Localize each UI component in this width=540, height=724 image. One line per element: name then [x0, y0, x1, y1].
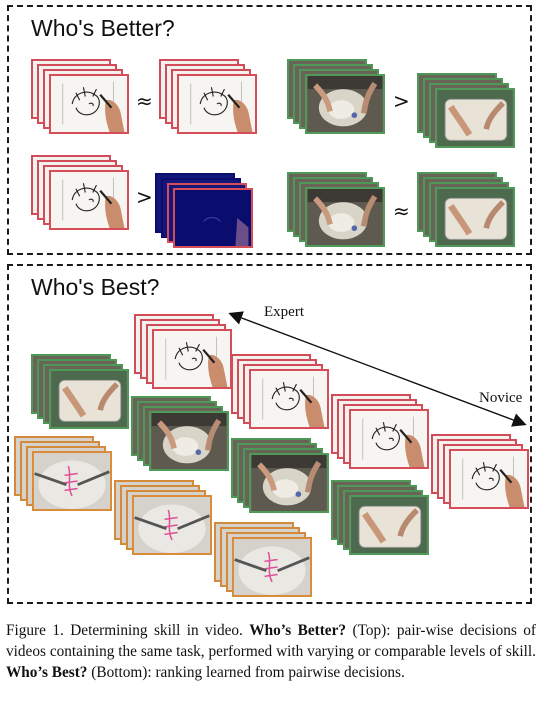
- whos-best-title: Who's Best?: [31, 274, 160, 300]
- whos-best-panel: Who's Best? Expert Novice: [7, 264, 532, 604]
- whos-better-title: Who's Better?: [31, 15, 175, 41]
- approx-equal-symbol: ≈: [393, 199, 410, 223]
- figure-caption: Figure 1. Determining skill in video. Wh…: [6, 620, 536, 683]
- caption-better-heading: Who’s Better?: [249, 622, 347, 639]
- novice-label: Novice: [479, 390, 523, 406]
- caption-best-text: (Bottom): ranking learned from pairwise …: [91, 664, 405, 681]
- caption-figure-label: Figure 1. Determining skill in video.: [6, 622, 243, 639]
- skill-ranking-arrow: [228, 311, 527, 427]
- greater-than-symbol: >: [136, 185, 153, 209]
- approx-equal-symbol: ≈: [136, 89, 153, 113]
- expert-label: Expert: [264, 304, 304, 320]
- greater-than-symbol: >: [393, 89, 410, 113]
- caption-best-heading: Who’s Best?: [6, 664, 88, 681]
- caption-better-text: (Top): pair-wise decisions of videos con…: [6, 622, 537, 660]
- whos-better-panel: Who's Better? ≈ > >: [7, 5, 532, 255]
